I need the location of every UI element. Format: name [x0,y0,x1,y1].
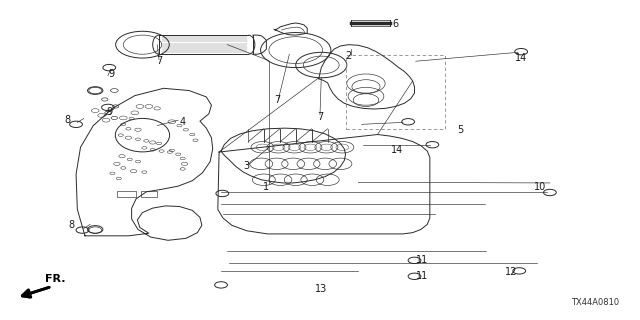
Text: 11: 11 [416,271,428,281]
Text: 11: 11 [416,255,428,265]
Text: 14: 14 [390,146,403,156]
Text: 3: 3 [243,161,250,172]
Bar [117,191,136,197]
Text: 14: 14 [515,53,527,63]
Text: 10: 10 [534,182,547,192]
Text: 1: 1 [262,182,269,192]
Text: 7: 7 [274,95,280,105]
Text: 9: 9 [106,107,113,117]
Text: 7: 7 [156,56,162,66]
Text: TX44A0810: TX44A0810 [571,298,619,307]
Text: 4: 4 [180,117,186,127]
Text: 13: 13 [315,284,328,294]
Bar [141,191,157,197]
Text: FR.: FR. [45,274,66,284]
Text: 8: 8 [68,220,74,230]
Text: 5: 5 [458,125,463,135]
Text: 2: 2 [346,52,352,61]
Text: 12: 12 [506,267,518,276]
Text: 7: 7 [317,112,323,122]
Text: 9: 9 [108,69,114,79]
Text: 8: 8 [65,115,71,125]
Text: 6: 6 [392,19,399,28]
